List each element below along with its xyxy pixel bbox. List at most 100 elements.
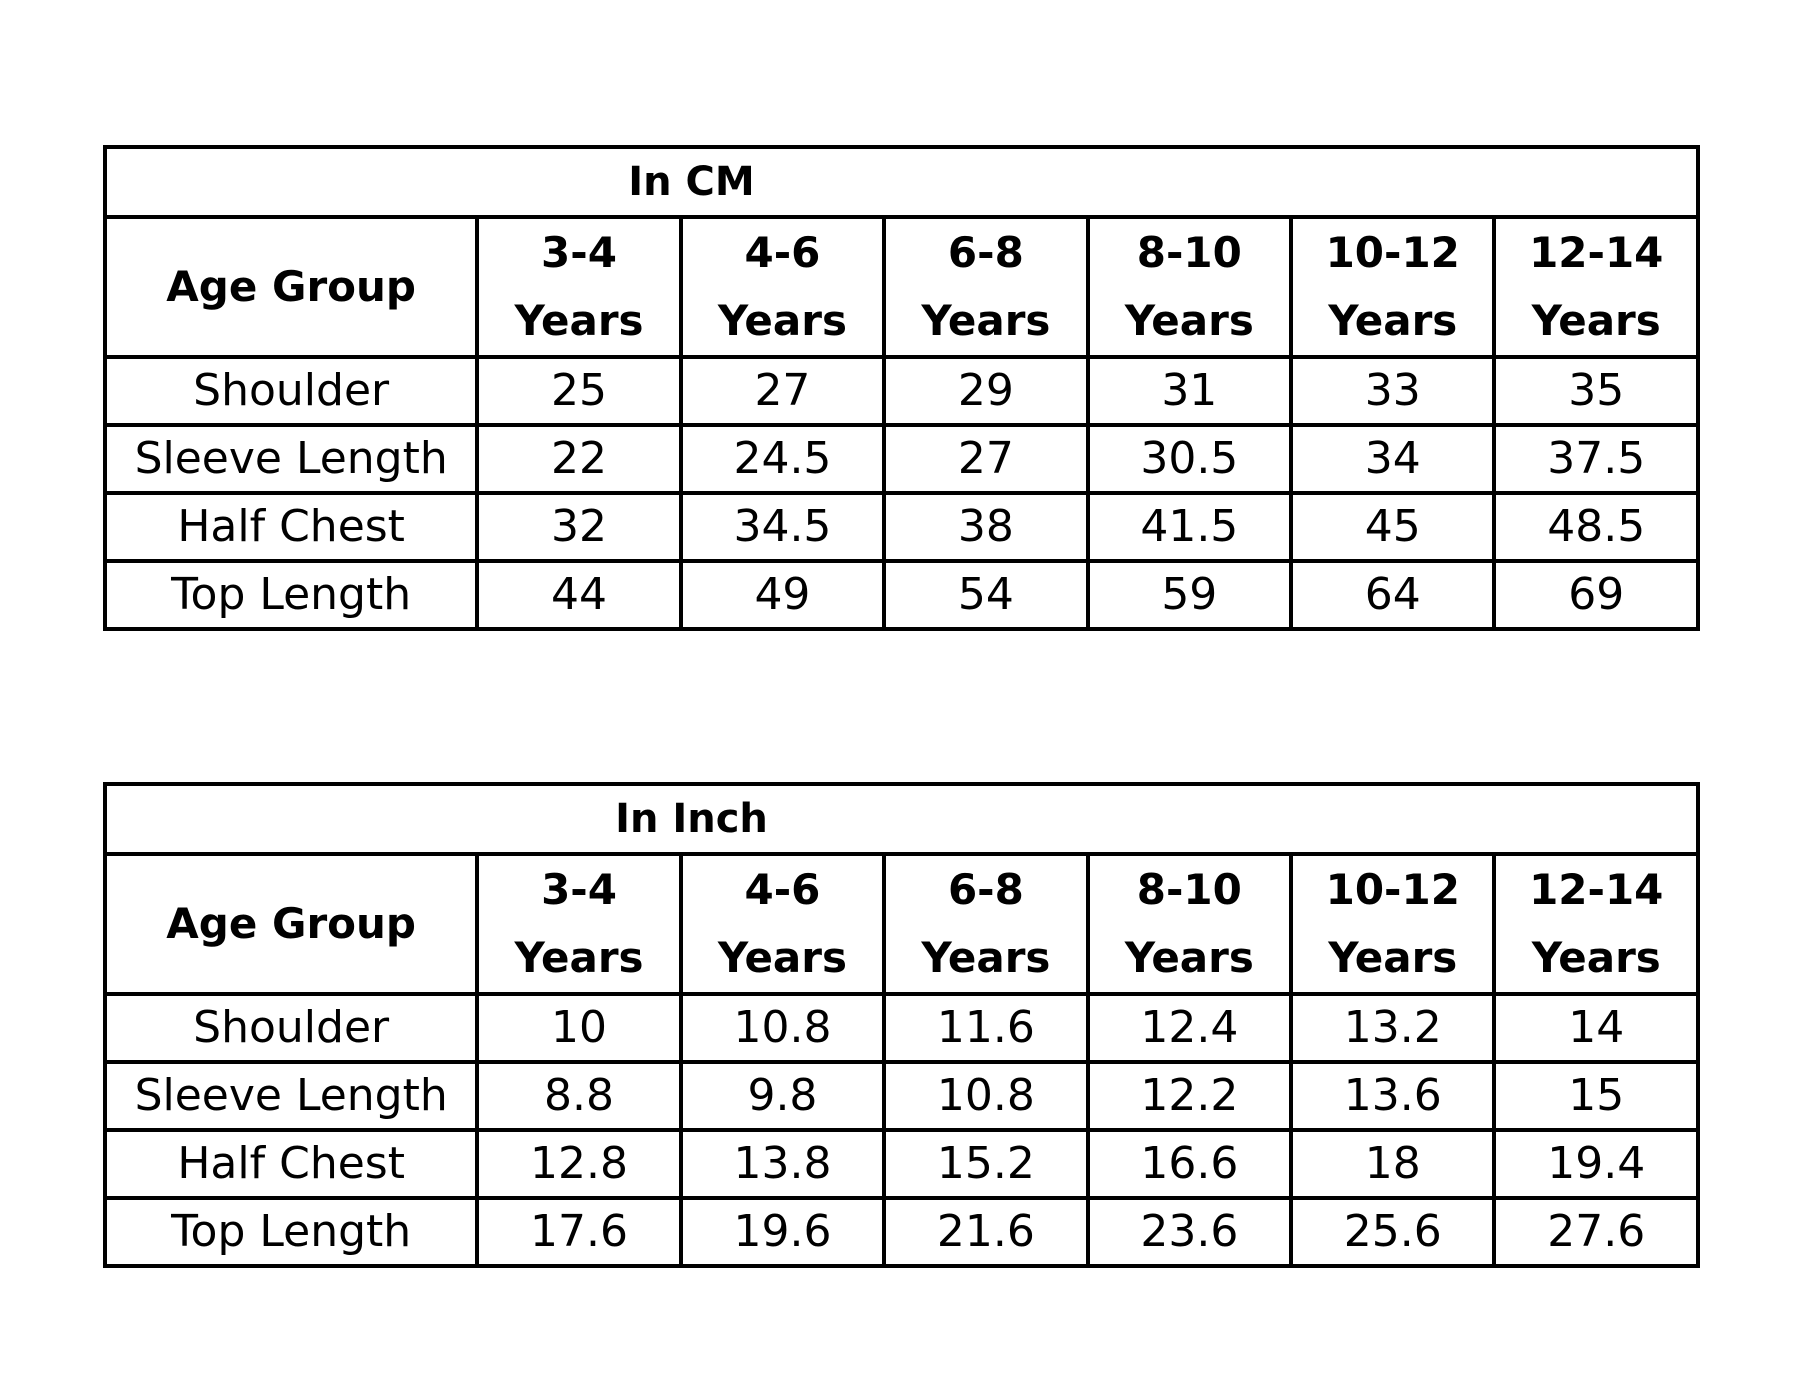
header-age-col: 8-10 Years xyxy=(1085,215,1294,359)
age-unit: Years xyxy=(717,933,847,982)
table-cell: 14 xyxy=(1492,992,1700,1064)
table-cell: 24.5 xyxy=(678,423,887,495)
table-cell: 30.5 xyxy=(1085,423,1294,495)
size-table-cm: In CM Age Group 3-4 Years 4-6 Years 6-8 Yea… xyxy=(102,145,1700,631)
header-age-col: 3-4 Years xyxy=(475,852,683,996)
table-header-row: Age Group 3-4 Years 4-6 Years 6-8 Years 8-1… xyxy=(102,852,1700,996)
table-cell: 9.8 xyxy=(678,1060,887,1132)
header-age-col: 8-10 Years xyxy=(1085,852,1294,996)
table-row: Sleeve Length 22 24.5 27 30.5 34 37.5 xyxy=(102,423,1700,495)
table-cell: 64 xyxy=(1289,559,1497,631)
table-cell: 35 xyxy=(1492,355,1700,427)
header-age-col: 6-8 Years xyxy=(882,215,1090,359)
table-cell: 13.6 xyxy=(1289,1060,1497,1132)
table-cell: 13.2 xyxy=(1289,992,1497,1064)
table-cell: 31 xyxy=(1085,355,1294,427)
table-cell: 48.5 xyxy=(1492,491,1700,563)
row-label: Top Length xyxy=(102,559,480,631)
row-label: Shoulder xyxy=(102,992,480,1064)
row-label: Shoulder xyxy=(102,355,480,427)
age-unit: Years xyxy=(921,296,1051,345)
age-range: 12-14 xyxy=(1529,865,1664,914)
table-caption: In Inch xyxy=(103,782,1700,856)
table-row: Shoulder 10 10.8 11.6 12.4 13.2 14 xyxy=(102,992,1700,1064)
age-unit: Years xyxy=(921,933,1051,982)
age-range: 8-10 xyxy=(1136,865,1242,914)
table-cell: 22 xyxy=(475,423,683,495)
table-cell: 54 xyxy=(882,559,1090,631)
age-range: 3-4 xyxy=(541,865,617,914)
age-unit: Years xyxy=(1124,296,1254,345)
table-row: Top Length 44 49 54 59 64 69 xyxy=(102,559,1700,631)
header-age-col: 12-14 Years xyxy=(1492,215,1700,359)
table-cell: 8.8 xyxy=(475,1060,683,1132)
age-range: 6-8 xyxy=(947,865,1024,914)
size-table-inch: In Inch Age Group 3-4 Years 4-6 Years 6-8 Y… xyxy=(102,782,1700,1268)
table-cell: 15 xyxy=(1492,1060,1700,1132)
table-cell: 12.2 xyxy=(1085,1060,1294,1132)
table-row: Top Length 17.6 19.6 21.6 23.6 25.6 27.6 xyxy=(102,1196,1700,1268)
table-cell: 29 xyxy=(882,355,1090,427)
table-cell: 34 xyxy=(1289,423,1497,495)
age-range: 4-6 xyxy=(744,865,821,914)
table-cell: 37.5 xyxy=(1492,423,1700,495)
age-range: 8-10 xyxy=(1136,228,1242,277)
table-cell: 23.6 xyxy=(1085,1196,1294,1268)
age-range: 6-8 xyxy=(947,228,1024,277)
age-unit: Years xyxy=(1328,933,1458,982)
table-cell: 27 xyxy=(678,355,887,427)
header-age-col: 10-12 Years xyxy=(1289,215,1497,359)
table-cell: 19.6 xyxy=(678,1196,887,1268)
age-unit: Years xyxy=(717,296,847,345)
age-range: 4-6 xyxy=(744,228,821,277)
table-cell: 16.6 xyxy=(1085,1128,1294,1200)
table-cell: 49 xyxy=(678,559,887,631)
table-cell: 27.6 xyxy=(1492,1196,1700,1268)
table-caption-row: In CM xyxy=(103,145,1700,219)
header-age-group: Age Group xyxy=(102,852,480,996)
table-cell: 19.4 xyxy=(1492,1128,1700,1200)
table-cell: 41.5 xyxy=(1085,491,1294,563)
row-label: Half Chest xyxy=(102,491,480,563)
table-cell: 44 xyxy=(475,559,683,631)
row-label: Top Length xyxy=(102,1196,480,1268)
table-row: Sleeve Length 8.8 9.8 10.8 12.2 13.6 15 xyxy=(102,1060,1700,1132)
table-row: Half Chest 12.8 13.8 15.2 16.6 18 19.4 xyxy=(102,1128,1700,1200)
age-unit: Years xyxy=(1531,296,1661,345)
age-unit: Years xyxy=(514,296,644,345)
header-age-col: 12-14 Years xyxy=(1492,852,1700,996)
table-cell: 25.6 xyxy=(1289,1196,1497,1268)
table-cell: 12.4 xyxy=(1085,992,1294,1064)
row-label: Sleeve Length xyxy=(102,423,480,495)
table-caption: In CM xyxy=(103,145,1700,219)
table-cell: 21.6 xyxy=(882,1196,1090,1268)
row-label: Sleeve Length xyxy=(102,1060,480,1132)
age-unit: Years xyxy=(1328,296,1458,345)
table-cell: 17.6 xyxy=(475,1196,683,1268)
header-age-col: 10-12 Years xyxy=(1289,852,1497,996)
table-cell: 10.8 xyxy=(882,1060,1090,1132)
age-unit: Years xyxy=(1531,933,1661,982)
header-age-col: 6-8 Years xyxy=(882,852,1090,996)
table-cell: 27 xyxy=(882,423,1090,495)
table-cell: 33 xyxy=(1289,355,1497,427)
header-age-col: 3-4 Years xyxy=(475,215,683,359)
table-row: Shoulder 25 27 29 31 33 35 xyxy=(102,355,1700,427)
table-cell: 45 xyxy=(1289,491,1497,563)
table-cell: 38 xyxy=(882,491,1090,563)
table-cell: 59 xyxy=(1085,559,1294,631)
age-unit: Years xyxy=(1124,933,1254,982)
table-row: Half Chest 32 34.5 38 41.5 45 48.5 xyxy=(102,491,1700,563)
table-cell: 11.6 xyxy=(882,992,1090,1064)
table-cell: 13.8 xyxy=(678,1128,887,1200)
table-cell: 69 xyxy=(1492,559,1700,631)
table-cell: 32 xyxy=(475,491,683,563)
age-range: 3-4 xyxy=(541,228,617,277)
table-caption-row: In Inch xyxy=(103,782,1700,856)
age-range: 10-12 xyxy=(1325,228,1460,277)
age-range: 12-14 xyxy=(1529,228,1664,277)
table-cell: 34.5 xyxy=(678,491,887,563)
table-cell: 15.2 xyxy=(882,1128,1090,1200)
table-cell: 12.8 xyxy=(475,1128,683,1200)
age-range: 10-12 xyxy=(1325,865,1460,914)
